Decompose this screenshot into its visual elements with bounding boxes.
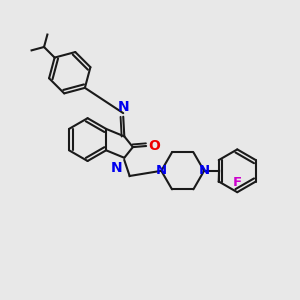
Text: N: N [110,161,122,175]
Text: N: N [156,164,167,177]
Text: N: N [117,100,129,114]
Text: O: O [148,139,160,153]
Text: N: N [199,164,210,177]
Text: F: F [233,176,242,189]
